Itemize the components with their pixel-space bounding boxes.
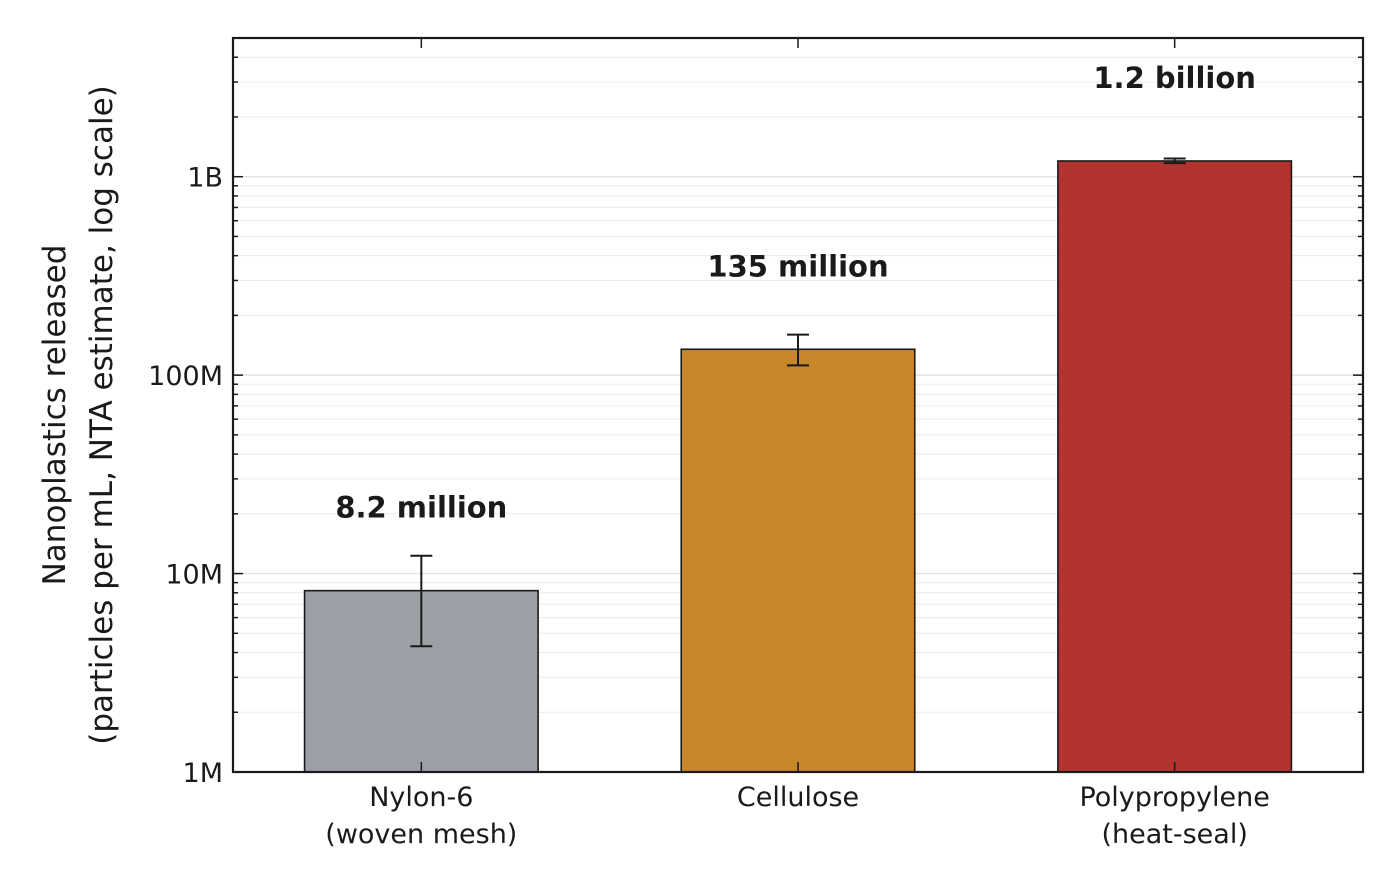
x-tick-label-line: Polypropylene <box>1079 782 1269 813</box>
bars <box>303 160 1293 773</box>
y-tick-labels: 1M 10M 100M 1B <box>148 163 223 789</box>
y-axis-title: Nanoplastics released (particles per mL, … <box>37 85 120 745</box>
category-labels: Nylon-6 (woven mesh) Cellulose Polypropylen… <box>325 782 1270 850</box>
y-axis-title-line: Nanoplastics released <box>37 245 73 586</box>
value-label: 1.2 billion <box>1093 61 1256 95</box>
bar <box>680 348 916 773</box>
value-label: 135 million <box>707 249 888 283</box>
y-axis-title-line: (particles per mL, NTA estimate, log sca… <box>84 85 120 745</box>
x-tick-label: Cellulose <box>737 782 859 813</box>
bar <box>1057 160 1293 773</box>
y-tick-label: 1M <box>183 758 223 789</box>
x-tick-label-line: (heat-seal) <box>1101 819 1247 850</box>
x-tick-label: Nylon-6 (woven mesh) <box>325 782 517 850</box>
y-axis-title-group: Nanoplastics released (particles per mL, … <box>37 85 120 745</box>
error-bars <box>410 157 1186 648</box>
value-label: 8.2 million <box>335 491 507 525</box>
x-tick-label-line: (woven mesh) <box>325 819 517 850</box>
y-tick-label: 1B <box>187 163 223 194</box>
x-tick-label-line: Nylon-6 <box>369 782 473 813</box>
value-labels: 8.2 million 135 million 1.2 billion <box>335 61 1256 525</box>
y-tick-label: 10M <box>165 560 223 591</box>
y-tick-label: 100M <box>148 361 223 392</box>
x-tick-label-line: Cellulose <box>737 782 859 813</box>
x-tick-label: Polypropylene (heat-seal) <box>1079 782 1269 850</box>
axis-ticks <box>233 37 1363 773</box>
